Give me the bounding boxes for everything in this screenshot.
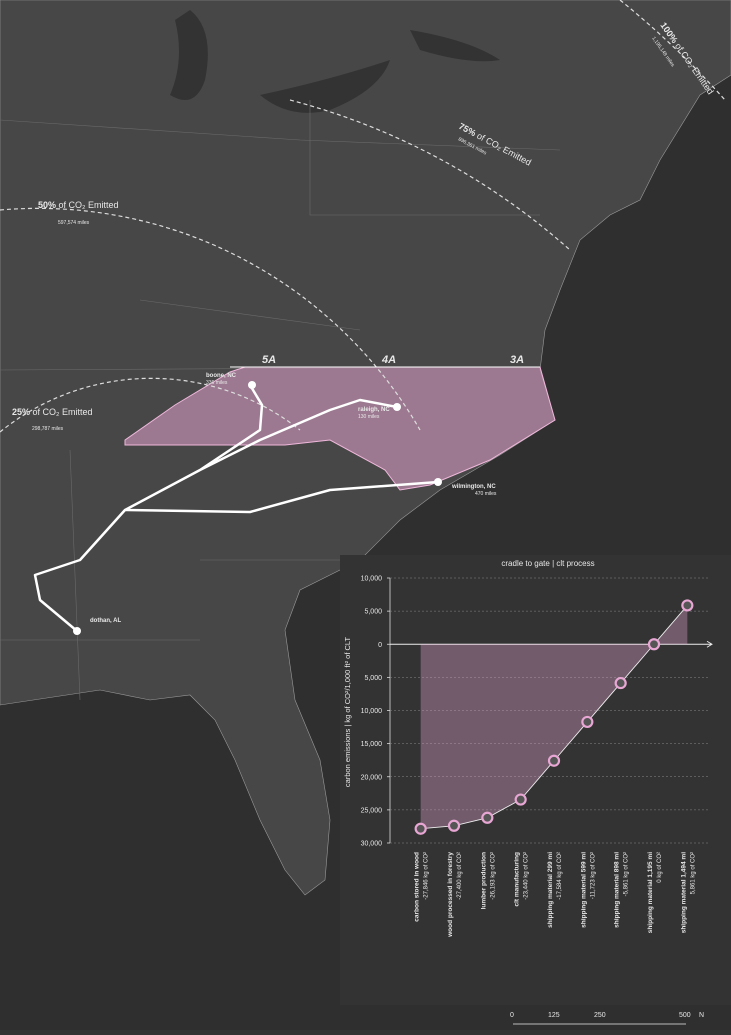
point [414,822,427,835]
city-name: dothan, AL [90,618,121,624]
north-carolina [124,366,556,491]
y-tick-label: 5,000 [364,675,382,682]
point [614,676,627,690]
route [33,384,439,632]
arc-text: of CO₂ Emitted [59,200,119,210]
arc-label: 50% of CO₂ Emitted [38,200,119,210]
chart: 10,000 5,000 0 5,000 10,000 15,000 20,000 25,00… [361,576,713,938]
x-tick-label: carbon stored in wood [414,852,421,922]
value-label: -27,400 kg of CO² [457,852,463,900]
x-tick-label: clt manufacturing [514,852,521,907]
point [447,819,461,832]
point [547,754,561,767]
arc-miles: 597,574 miles [58,220,90,226]
value-label: -5,861 kg of CO² [624,852,630,896]
city-name: boone, NC [206,373,237,379]
x-tick-label: shipping material 1,195 mi [647,852,654,933]
x-tick-label: wood processed in forestry [447,852,454,938]
point [481,811,494,824]
north-label: N [699,1012,704,1019]
lakes [170,10,500,113]
chart-title: cradle to gate | clt process [501,559,594,568]
y-tick-label: 20,000 [361,774,383,781]
scale-label: 500 [679,1012,691,1019]
city-miles: 470 miles [475,491,497,497]
x-tick-label: shipping material 1,494 mi [680,852,687,933]
y-tick-label: 0 [378,642,382,649]
city-miles: 130 miles [358,414,380,420]
y-tick-label: 25,000 [361,807,383,814]
y-tick-label: 10,000 [361,576,383,583]
scale-label: 125 [548,1012,560,1019]
value-label: -11,723 kg of CO² [590,852,596,899]
arc-percent: 25% [12,407,30,417]
arc-text: of CO₂ Emitted [33,407,93,417]
city-miles: 336 miles [206,380,228,386]
point [514,793,527,806]
arc-miles: 298,787 miles [32,426,64,432]
y-tick-label: 10,000 [361,708,383,715]
area [420,605,688,829]
x-tick-label: shipping material 599 mi [580,852,587,928]
value-label: -17,584 kg of CO² [557,852,563,900]
scale-label: 250 [594,1012,606,1019]
zone-label: 3A [510,354,524,366]
value-label: 0 kg of CO² [657,852,663,883]
value-label: -23,440 kg of CO² [524,852,530,900]
emission-arcs [0,0,726,433]
zone-label: 4A [381,354,396,366]
y-tick-label: 5,000 [364,609,382,616]
point [647,638,661,651]
zone-label: 5A [262,354,276,366]
scale-label: 0 [510,1012,514,1019]
x-tick-label: shipping material 299 mi [547,852,554,928]
x-tick-label: lumber production [480,852,487,909]
x-tick-label: shipping material 898 mi [614,852,621,928]
point [581,715,594,729]
city-name: raleigh, NC [358,407,390,413]
value-label: -27,846 kg of CO² [424,852,430,900]
point [681,599,694,612]
city-name: wilmington, NC [451,484,496,490]
value-label: -26,193 kg of CO² [490,852,496,900]
city-dots [73,381,442,635]
y-tick-label: 30,000 [361,841,383,848]
y-axis-title: carbon emissions | kg of CO²/1,000 ft² o… [343,636,352,787]
y-tick-label: 15,000 [361,741,383,748]
value-label: 5,861 kg of CO² [690,852,696,894]
arc-label: 25% of CO₂ Emitted [12,407,93,417]
arc-percent: 50% [38,200,56,210]
scale-bar: 0 125 250 500 N [510,1012,704,1025]
